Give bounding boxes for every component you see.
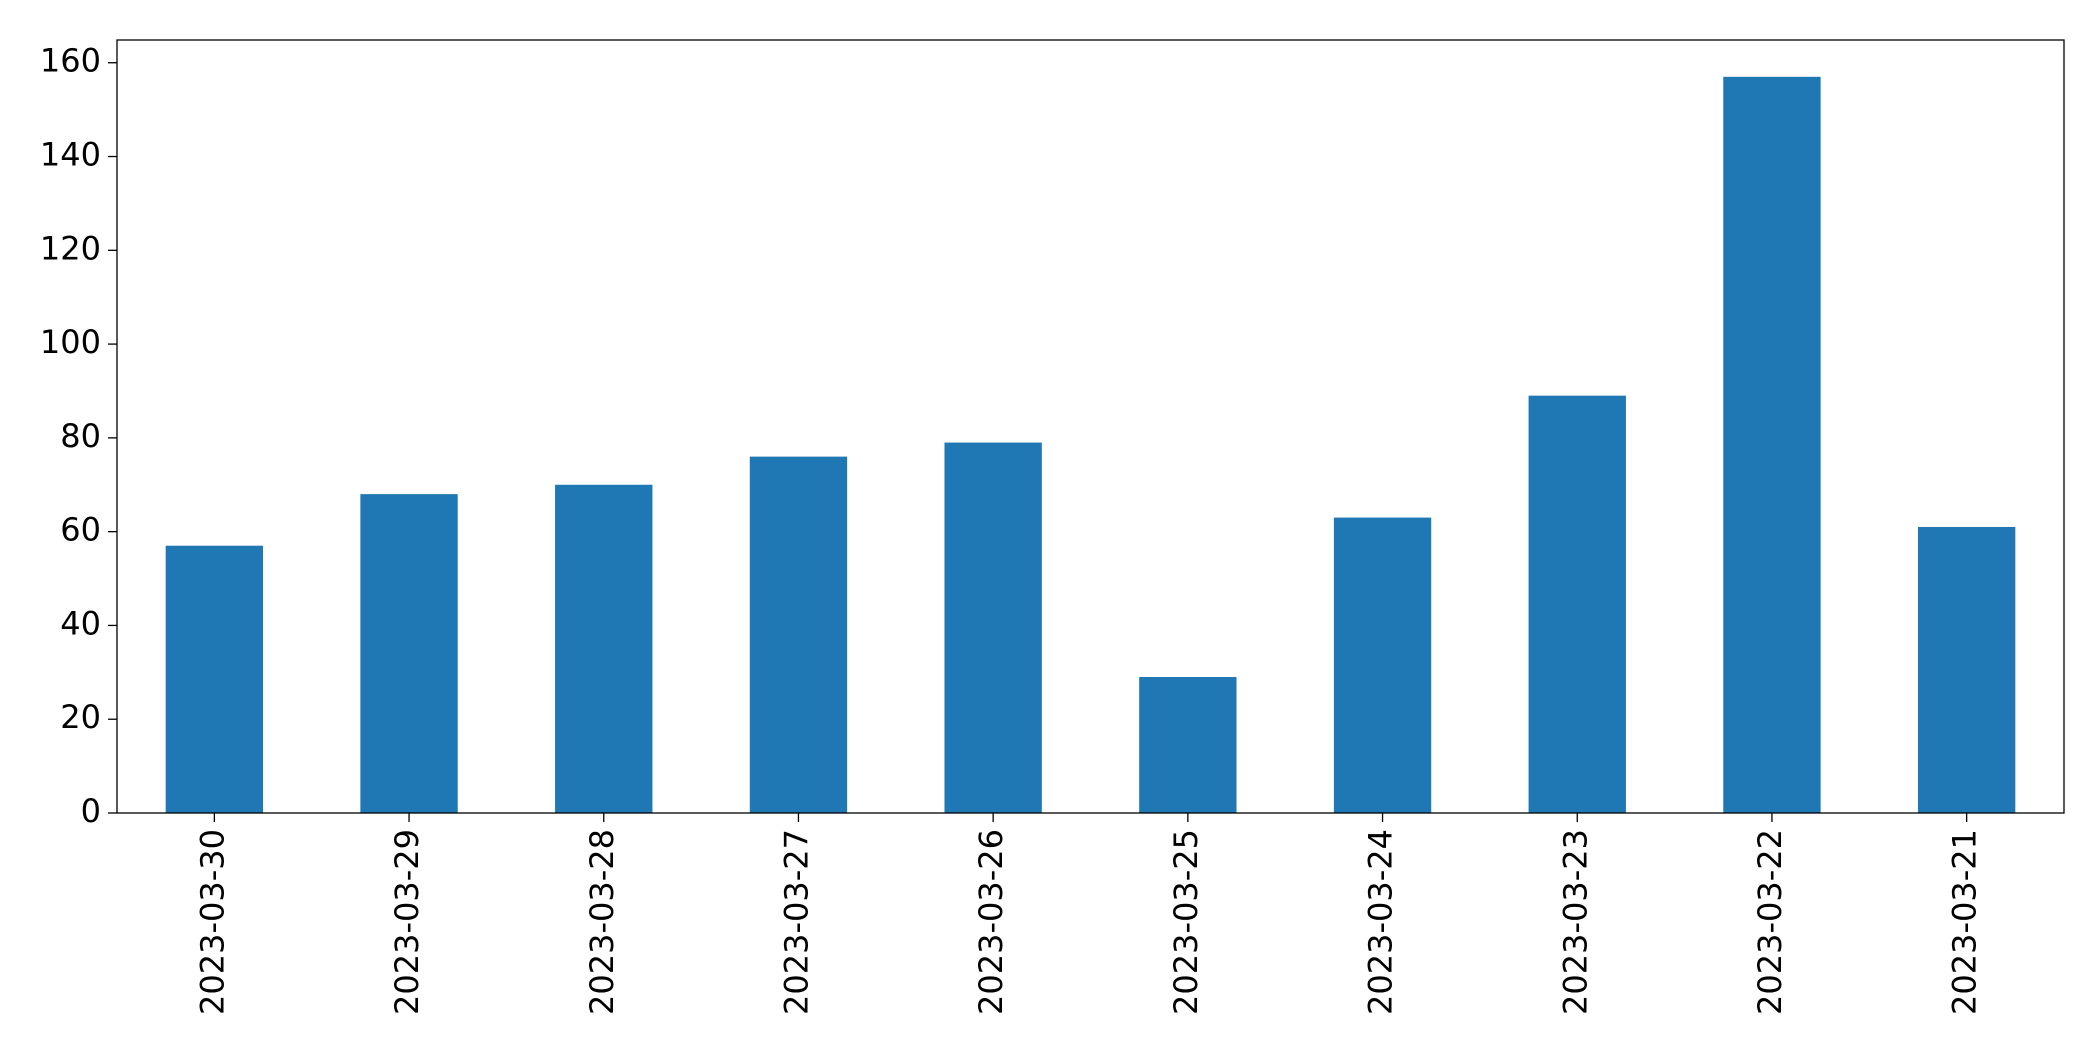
bar bbox=[1917, 526, 2016, 813]
x-tick-label: 2023-03-22 bbox=[1751, 829, 1789, 1015]
x-tick-label: 2023-03-25 bbox=[1167, 829, 1205, 1015]
y-tick-label: 0 bbox=[81, 792, 101, 830]
y-tick-label: 120 bbox=[40, 229, 101, 267]
x-tick-label: 2023-03-21 bbox=[1946, 829, 1984, 1015]
y-tick-label: 140 bbox=[40, 136, 101, 174]
x-tick-label: 2023-03-26 bbox=[972, 829, 1010, 1015]
x-tick-label: 2023-03-29 bbox=[388, 829, 426, 1015]
y-tick-label: 20 bbox=[60, 698, 101, 736]
bar bbox=[165, 545, 264, 813]
bar bbox=[944, 442, 1042, 813]
y-tick-label: 160 bbox=[40, 42, 101, 80]
y-tick-label: 100 bbox=[40, 323, 101, 361]
x-tick-label: 2023-03-24 bbox=[1362, 829, 1400, 1015]
x-tick-label: 2023-03-30 bbox=[193, 829, 231, 1015]
bar bbox=[1333, 517, 1432, 813]
y-tick-label: 80 bbox=[60, 417, 101, 455]
plot-frame bbox=[116, 39, 2065, 814]
bar bbox=[1528, 395, 1626, 813]
bar bbox=[1139, 677, 1237, 813]
x-tick-label: 2023-03-28 bbox=[583, 829, 621, 1015]
y-tick-label: 40 bbox=[60, 604, 101, 642]
bar bbox=[749, 456, 848, 813]
bar bbox=[360, 494, 458, 813]
y-tick-label: 60 bbox=[60, 511, 101, 549]
bar bbox=[1723, 76, 1821, 814]
x-tick-label: 2023-03-23 bbox=[1556, 829, 1594, 1015]
bar bbox=[555, 484, 653, 813]
x-tick-label: 2023-03-27 bbox=[777, 829, 815, 1015]
